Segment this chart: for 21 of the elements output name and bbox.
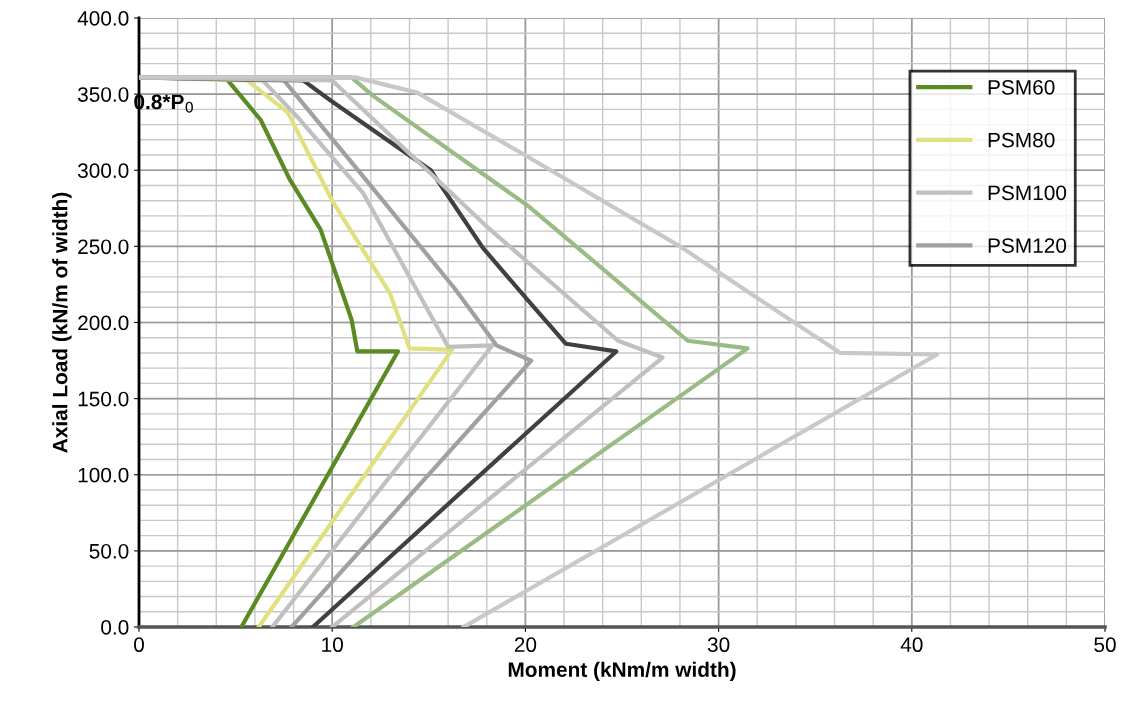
x-axis-title: Moment (kNm/m width) bbox=[508, 661, 736, 682]
y-tick-label: 50.0 bbox=[89, 543, 129, 559]
y-tick-label: 150.0 bbox=[78, 391, 129, 407]
legend-label: PSM80 bbox=[988, 132, 1055, 148]
legend-label: PSM100 bbox=[988, 185, 1067, 201]
y-tick-label: 200.0 bbox=[78, 315, 129, 331]
y-tick-label: 0.0 bbox=[101, 620, 129, 635]
y-tick-label: 100.0 bbox=[78, 467, 129, 483]
y-tick-label: 250.0 bbox=[78, 239, 129, 255]
x-tick-label: 50 bbox=[1094, 637, 1116, 653]
x-tick-label: 10 bbox=[322, 637, 343, 653]
y-tick-label: 350.0 bbox=[77, 87, 129, 102]
legend-label: PSM60 bbox=[988, 79, 1055, 95]
x-tick-label: 40 bbox=[900, 637, 923, 653]
y-tick-label: 300.0 bbox=[77, 163, 129, 178]
y-axis-title: Axial Load (kN/m of width) bbox=[52, 192, 72, 453]
x-tick-label: 0 bbox=[134, 637, 144, 653]
x-tick-label: 30 bbox=[707, 637, 730, 653]
y-tick-label: 400.0 bbox=[77, 11, 129, 26]
legend-label: PSM120 bbox=[988, 238, 1067, 253]
x-tick-label: 20 bbox=[514, 637, 537, 653]
